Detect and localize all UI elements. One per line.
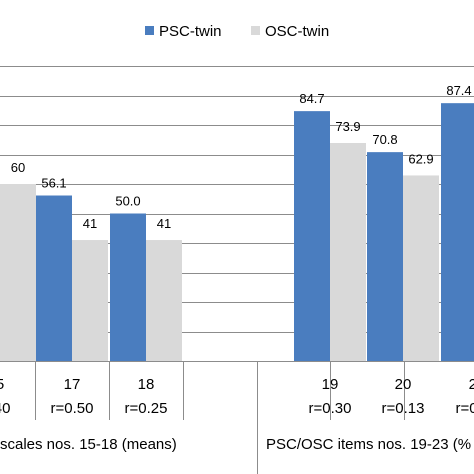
osc-value-label: 41 xyxy=(157,216,171,231)
category-label: 18 xyxy=(138,376,155,393)
legend-swatch xyxy=(251,26,260,35)
category-label: 5 xyxy=(0,376,4,393)
psc-value-label: 87.4 xyxy=(446,83,471,98)
osc-bar xyxy=(330,142,366,361)
osc-value-label: 41 xyxy=(83,216,97,231)
group-label: PSC/OSC items nos. 19-23 (% xyxy=(266,436,471,453)
legend-label: PSC-twin xyxy=(159,23,222,40)
osc-value-label: 73.9 xyxy=(335,119,360,134)
bars xyxy=(0,103,474,362)
osc-value-label: 62.9 xyxy=(408,151,433,166)
correlation-label: .40 xyxy=(0,400,10,417)
legend-swatch xyxy=(145,26,154,35)
psc-bar xyxy=(441,103,474,362)
osc-value-label: 60 xyxy=(11,160,25,175)
category-label: 21 xyxy=(469,376,474,393)
category-label: 17 xyxy=(64,376,81,393)
osc-bar xyxy=(403,175,439,361)
correlation-label: r=0.13 xyxy=(382,400,425,417)
x-axis: 5 .40 17 r=0.50 18 r=0.25 19 r=0.30 20 r=0.13 21 r=… xyxy=(0,361,474,474)
legend-label: OSC-twin xyxy=(265,23,329,40)
osc-bar xyxy=(0,184,36,361)
psc-bar xyxy=(367,152,403,361)
osc-bar xyxy=(72,240,108,361)
correlation-label: r=0.25 xyxy=(125,400,168,417)
psc-value-label: 56.1 xyxy=(41,176,66,191)
legend: PSC-twin OSC-twin xyxy=(145,23,329,40)
psc-bar xyxy=(294,111,330,361)
category-label: 20 xyxy=(395,376,412,393)
psc-bar xyxy=(36,195,72,361)
correlation-label: r=0.50 xyxy=(51,400,94,417)
correlation-label: r=0.30 xyxy=(309,400,352,417)
correlation-label: r=0.50 xyxy=(456,400,474,417)
psc-bar xyxy=(110,213,146,361)
group-label: scales nos. 15-18 (means) xyxy=(0,436,177,453)
osc-bar xyxy=(146,240,182,361)
psc-value-label: 50.0 xyxy=(115,194,140,209)
psc-value-label: 84.7 xyxy=(299,91,324,106)
psc-value-label: 70.8 xyxy=(372,132,397,147)
category-label: 19 xyxy=(322,376,339,393)
